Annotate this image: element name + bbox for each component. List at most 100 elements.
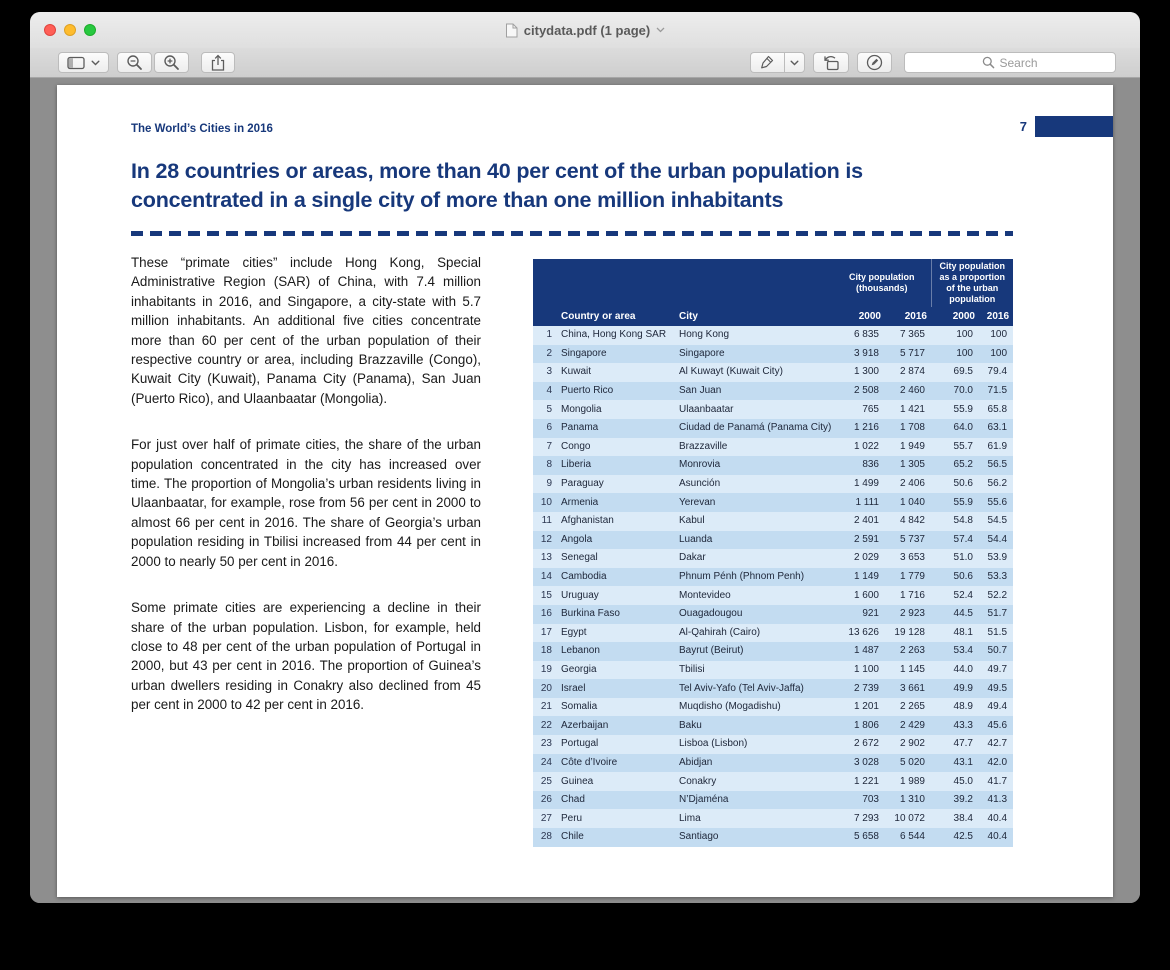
- minimize-button[interactable]: [64, 24, 76, 36]
- share-2016: 100: [990, 329, 1008, 341]
- document-area[interactable]: The World’s Cities in 2016 7 In 28 count…: [30, 78, 1140, 903]
- table-row: 6 Panama Ciudad de Panamá (Panama City) 1 2…: [533, 418, 1014, 438]
- search-icon: [983, 56, 995, 69]
- table-row: 17 Egypt Al-Qahirah (Cairo) 13 626 19 128 48.…: [533, 623, 1014, 643]
- pop-2016: 2 406: [899, 478, 925, 490]
- pop-2000: 6 835: [853, 329, 879, 341]
- zoom-button[interactable]: [84, 24, 96, 36]
- paragraph: Some primate cities are experiencing a d…: [131, 600, 481, 713]
- pop-2000: 1 221: [853, 775, 879, 787]
- running-header: The World’s Cities in 2016: [131, 123, 273, 135]
- pop-2016: 5 020: [899, 756, 925, 768]
- country: Kuwait: [561, 366, 592, 378]
- rotate-button[interactable]: [813, 52, 849, 73]
- share-2016: 63.1: [987, 422, 1008, 434]
- pop-2000: 2 029: [853, 552, 879, 564]
- row-index: 18: [540, 645, 552, 657]
- table-row: 27 Peru Lima 7 293 10 072 38.4 40.4: [533, 809, 1014, 829]
- share-2000: 69.5: [953, 366, 973, 378]
- pop-2016: 2 460: [899, 385, 925, 397]
- pdf-page: The World’s Cities in 2016 7 In 28 count…: [57, 85, 1113, 897]
- highlight-button[interactable]: [750, 52, 784, 73]
- city: Abidjan: [679, 756, 713, 768]
- share-2016: 79.4: [987, 366, 1008, 378]
- share-2000: 55.7: [953, 440, 973, 452]
- share-2000: 47.7: [953, 738, 973, 750]
- city: Hong Kong: [679, 329, 730, 341]
- row-index: 23: [540, 738, 552, 750]
- pop-2000: 7 293: [853, 812, 879, 824]
- table-group-header-row: City population (thousands) City populat…: [533, 259, 1014, 307]
- table-row: 9 Paraguay Asunción 1 499 2 406 50.6 56.2: [533, 474, 1014, 494]
- page-title-line-1: In 28 countries or areas, more than 40 p…: [131, 159, 863, 183]
- pop-2000: 1 216: [853, 422, 879, 434]
- share-2000: 50.6: [953, 571, 973, 583]
- row-index: 20: [540, 682, 552, 694]
- share-icon: [211, 54, 225, 71]
- table-row: 8 Liberia Monrovia 836 1 305 65.2 56.5: [533, 456, 1014, 475]
- pop-2016: 2 263: [899, 645, 925, 657]
- row-index: 13: [540, 552, 552, 564]
- table-row: 5 Mongolia Ulaanbaatar 765 1 421 55.9 65.8: [533, 400, 1014, 419]
- pop-2016: 1 716: [899, 589, 925, 601]
- row-index: 15: [540, 589, 552, 601]
- pop-2016: 4 842: [899, 515, 925, 527]
- country: Liberia: [561, 459, 592, 471]
- row-index: 1: [546, 329, 552, 341]
- share-2000: 55.9: [953, 496, 973, 508]
- share-button[interactable]: [201, 52, 235, 73]
- table-row: 13 Senegal Dakar 2 029 3 653 51.0 53.9: [533, 549, 1014, 568]
- city: Tbilisi: [679, 663, 705, 675]
- pop-2000: 1 499: [853, 478, 879, 490]
- pop-2000: 1 100: [853, 663, 879, 675]
- table-row: 28 Chile Santiago 5 658 6 544 42.5 40.4: [533, 828, 1014, 847]
- share-2016: 52.2: [987, 589, 1008, 601]
- pop-2016: 1 040: [899, 496, 925, 508]
- table-row: 23 Portugal Lisboa (Lisbon) 2 672 2 902 47.7 4…: [533, 735, 1014, 754]
- table-row: 15 Uruguay Montevideo 1 600 1 716 52.4 52.2: [533, 586, 1014, 605]
- window-title-proxy[interactable]: citydata.pdf (1 page): [505, 23, 665, 38]
- row-index: 22: [540, 719, 552, 731]
- table-row: 1 China, Hong Kong SAR Hong Kong 6 835 7 365…: [533, 326, 1014, 345]
- share-2000: 53.4: [953, 645, 973, 657]
- search-input[interactable]: Search: [904, 52, 1116, 73]
- share-2016: 56.5: [987, 459, 1008, 471]
- row-index: 28: [540, 831, 552, 843]
- city: Asunción: [679, 478, 721, 490]
- highlight-menu-button[interactable]: [784, 52, 805, 73]
- country: Puerto Rico: [561, 385, 614, 397]
- country: Paraguay: [561, 478, 604, 490]
- share-2000: 50.6: [953, 478, 973, 490]
- share-2016: 50.7: [987, 645, 1008, 657]
- col-header-index: [533, 307, 557, 326]
- country: Angola: [561, 533, 593, 545]
- zoom-out-button[interactable]: [117, 52, 152, 73]
- share-2016: 49.5: [987, 682, 1008, 694]
- share-2000: 100: [956, 329, 973, 341]
- markup-toolbar-button[interactable]: [857, 52, 892, 73]
- pop-2016: 2 265: [899, 701, 925, 713]
- toolbar: Search: [30, 48, 1140, 78]
- share-2016: 54.5: [987, 515, 1008, 527]
- share-2000: 43.3: [953, 719, 973, 731]
- table-row: 18 Lebanon Bayrut (Beirut) 1 487 2 263 53.4 50…: [533, 642, 1014, 661]
- pop-2016: 5 717: [899, 347, 925, 359]
- row-index: 11: [541, 515, 552, 527]
- page-title-line-2: concentrated in a single city of more th…: [131, 188, 784, 212]
- pop-2000: 3 918: [853, 347, 879, 359]
- country: Côte d’Ivoire: [561, 756, 618, 768]
- table-row: 7 Congo Brazzaville 1 022 1 949 55.7 61.9: [533, 437, 1014, 457]
- title-chevron-icon[interactable]: [656, 27, 665, 33]
- row-index: 21: [540, 701, 552, 713]
- chevron-down-icon: [91, 60, 100, 65]
- paragraph: These “primate cities” include Hong Kong…: [131, 255, 481, 406]
- pop-2016: 2 902: [899, 738, 925, 750]
- pop-2000: 836: [862, 459, 879, 471]
- group-header-proportion: City population as a proportion of the u…: [930, 259, 1014, 307]
- sidebar-view-button[interactable]: [58, 52, 109, 73]
- pop-2000: 1 201: [853, 701, 879, 713]
- pop-2016: 1 708: [899, 422, 925, 434]
- close-button[interactable]: [44, 24, 56, 36]
- zoom-in-button[interactable]: [154, 52, 189, 73]
- pop-2000: 3 028: [853, 756, 879, 768]
